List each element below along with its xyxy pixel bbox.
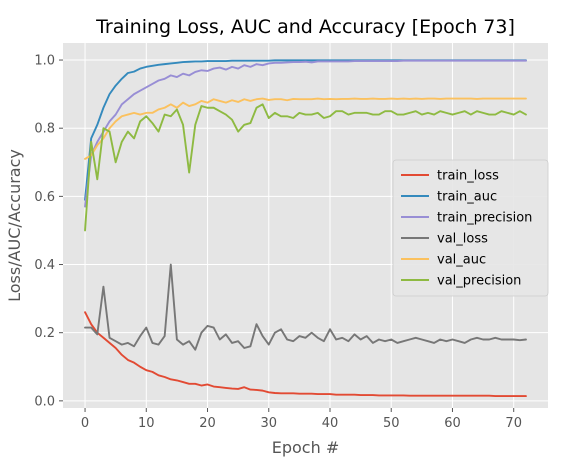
x-tick-label: 0	[81, 416, 89, 431]
series-line-val-loss	[84, 263, 527, 351]
x-tick-label: 10	[138, 416, 155, 431]
x-tick-label: 60	[444, 416, 461, 431]
axis-ticks: 0 10 20 30 40 50 60 70 0.0 0.2 0.4 0.6 0.8 1.0	[34, 54, 522, 431]
y-axis-label: Loss/AUC/Accuracy	[5, 149, 24, 302]
legend-label: train_precision	[437, 211, 532, 226]
y-tick-label: 1.0	[34, 54, 55, 69]
series-line-val-auc	[84, 97, 527, 160]
x-tick-label: 30	[260, 416, 277, 431]
legend-label: val_precision	[437, 274, 521, 289]
series-line-train-precision	[84, 59, 527, 208]
x-axis-label: Epoch #	[272, 438, 339, 457]
x-tick-label: 70	[505, 416, 522, 431]
legend-box	[392, 159, 549, 297]
legend-label: train_loss	[437, 169, 499, 184]
legend-label: train_auc	[437, 190, 497, 205]
series-lines	[84, 59, 527, 398]
x-tick-label: 50	[383, 416, 400, 431]
legend: train_loss train_auc train_precision val_lo…	[392, 159, 549, 297]
y-tick-label: 0.0	[34, 394, 55, 409]
y-tick-label: 0.2	[34, 326, 55, 341]
y-tick-label: 0.6	[34, 190, 55, 205]
x-tick-label: 40	[322, 416, 339, 431]
x-tick-label: 20	[199, 416, 216, 431]
legend-label: val_loss	[437, 232, 488, 247]
series-line-train-loss	[84, 311, 527, 398]
y-tick-label: 0.8	[34, 122, 55, 137]
y-tick-label: 0.4	[34, 258, 55, 273]
series-line-val-precision	[84, 103, 527, 232]
legend-label: val_auc	[437, 253, 486, 268]
chart-title: Training Loss, AUC and Accuracy [Epoch 7…	[95, 16, 515, 38]
